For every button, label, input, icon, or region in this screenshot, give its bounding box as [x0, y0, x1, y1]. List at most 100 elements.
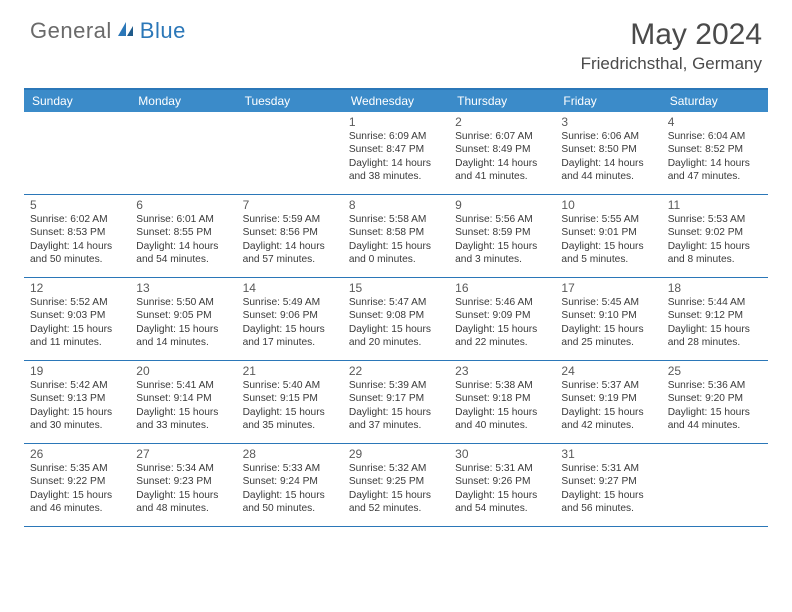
- day-cell: 5Sunrise: 6:02 AMSunset: 8:53 PMDaylight…: [24, 195, 130, 277]
- day-number: 26: [30, 447, 124, 461]
- sunset-line: Sunset: 9:12 PM: [668, 309, 762, 322]
- sunset-line: Sunset: 8:47 PM: [349, 143, 443, 156]
- sunrise-line: Sunrise: 5:37 AM: [561, 379, 655, 392]
- day-header-cell: Wednesday: [343, 90, 449, 112]
- day-cell: 18Sunrise: 5:44 AMSunset: 9:12 PMDayligh…: [662, 278, 768, 360]
- logo: General Blue: [30, 18, 186, 44]
- daylight-line-2: and 56 minutes.: [561, 502, 655, 515]
- sunrise-line: Sunrise: 5:45 AM: [561, 296, 655, 309]
- sunset-line: Sunset: 9:19 PM: [561, 392, 655, 405]
- daylight-line-2: and 52 minutes.: [349, 502, 443, 515]
- sunset-line: Sunset: 9:13 PM: [30, 392, 124, 405]
- week-row: 1Sunrise: 6:09 AMSunset: 8:47 PMDaylight…: [24, 112, 768, 195]
- day-cell: [24, 112, 130, 194]
- day-cell: 2Sunrise: 6:07 AMSunset: 8:49 PMDaylight…: [449, 112, 555, 194]
- day-number: 18: [668, 281, 762, 295]
- daylight-line-1: Daylight: 15 hours: [349, 323, 443, 336]
- day-cell: 25Sunrise: 5:36 AMSunset: 9:20 PMDayligh…: [662, 361, 768, 443]
- sunrise-line: Sunrise: 5:47 AM: [349, 296, 443, 309]
- sunset-line: Sunset: 9:05 PM: [136, 309, 230, 322]
- daylight-line-2: and 0 minutes.: [349, 253, 443, 266]
- day-cell: 14Sunrise: 5:49 AMSunset: 9:06 PMDayligh…: [237, 278, 343, 360]
- daylight-line-1: Daylight: 15 hours: [30, 406, 124, 419]
- day-number: 29: [349, 447, 443, 461]
- daylight-line-1: Daylight: 15 hours: [243, 323, 337, 336]
- day-cell: 20Sunrise: 5:41 AMSunset: 9:14 PMDayligh…: [130, 361, 236, 443]
- sunrise-line: Sunrise: 5:59 AM: [243, 213, 337, 226]
- day-header-cell: Saturday: [662, 90, 768, 112]
- day-header-cell: Tuesday: [237, 90, 343, 112]
- daylight-line-1: Daylight: 15 hours: [349, 406, 443, 419]
- daylight-line-2: and 50 minutes.: [243, 502, 337, 515]
- sunrise-line: Sunrise: 5:55 AM: [561, 213, 655, 226]
- week-row: 26Sunrise: 5:35 AMSunset: 9:22 PMDayligh…: [24, 444, 768, 527]
- sunrise-line: Sunrise: 5:40 AM: [243, 379, 337, 392]
- daylight-line-2: and 14 minutes.: [136, 336, 230, 349]
- daylight-line-2: and 33 minutes.: [136, 419, 230, 432]
- daylight-line-2: and 44 minutes.: [561, 170, 655, 183]
- day-cell: 27Sunrise: 5:34 AMSunset: 9:23 PMDayligh…: [130, 444, 236, 526]
- daylight-line-1: Daylight: 15 hours: [243, 406, 337, 419]
- daylight-line-1: Daylight: 15 hours: [561, 323, 655, 336]
- day-cell: 10Sunrise: 5:55 AMSunset: 9:01 PMDayligh…: [555, 195, 661, 277]
- day-number: 4: [668, 115, 762, 129]
- day-cell: 7Sunrise: 5:59 AMSunset: 8:56 PMDaylight…: [237, 195, 343, 277]
- daylight-line-1: Daylight: 14 hours: [561, 157, 655, 170]
- sunset-line: Sunset: 9:18 PM: [455, 392, 549, 405]
- daylight-line-2: and 38 minutes.: [349, 170, 443, 183]
- sunset-line: Sunset: 9:01 PM: [561, 226, 655, 239]
- sunrise-line: Sunrise: 5:56 AM: [455, 213, 549, 226]
- daylight-line-2: and 28 minutes.: [668, 336, 762, 349]
- sunset-line: Sunset: 9:26 PM: [455, 475, 549, 488]
- day-number: 16: [455, 281, 549, 295]
- logo-sail-icon: [116, 20, 136, 43]
- sunrise-line: Sunrise: 6:04 AM: [668, 130, 762, 143]
- sunset-line: Sunset: 9:23 PM: [136, 475, 230, 488]
- day-number: 12: [30, 281, 124, 295]
- day-number: 24: [561, 364, 655, 378]
- daylight-line-1: Daylight: 15 hours: [455, 240, 549, 253]
- sunset-line: Sunset: 9:22 PM: [30, 475, 124, 488]
- day-cell: 28Sunrise: 5:33 AMSunset: 9:24 PMDayligh…: [237, 444, 343, 526]
- sunset-line: Sunset: 9:20 PM: [668, 392, 762, 405]
- daylight-line-2: and 37 minutes.: [349, 419, 443, 432]
- sunset-line: Sunset: 9:27 PM: [561, 475, 655, 488]
- daylight-line-2: and 17 minutes.: [243, 336, 337, 349]
- sunset-line: Sunset: 8:59 PM: [455, 226, 549, 239]
- daylight-line-2: and 48 minutes.: [136, 502, 230, 515]
- daylight-line-2: and 22 minutes.: [455, 336, 549, 349]
- sunrise-line: Sunrise: 5:36 AM: [668, 379, 762, 392]
- sunset-line: Sunset: 8:53 PM: [30, 226, 124, 239]
- logo-text-blue: Blue: [140, 18, 186, 44]
- day-number: 1: [349, 115, 443, 129]
- daylight-line-1: Daylight: 15 hours: [455, 489, 549, 502]
- sunset-line: Sunset: 8:49 PM: [455, 143, 549, 156]
- title-block: May 2024 Friedrichsthal, Germany: [581, 18, 762, 74]
- sunset-line: Sunset: 8:52 PM: [668, 143, 762, 156]
- day-cell: 29Sunrise: 5:32 AMSunset: 9:25 PMDayligh…: [343, 444, 449, 526]
- day-cell: 26Sunrise: 5:35 AMSunset: 9:22 PMDayligh…: [24, 444, 130, 526]
- month-title: May 2024: [581, 18, 762, 52]
- day-header-cell: Friday: [555, 90, 661, 112]
- day-number: 14: [243, 281, 337, 295]
- daylight-line-1: Daylight: 14 hours: [136, 240, 230, 253]
- daylight-line-1: Daylight: 15 hours: [668, 323, 762, 336]
- daylight-line-2: and 44 minutes.: [668, 419, 762, 432]
- day-cell: 4Sunrise: 6:04 AMSunset: 8:52 PMDaylight…: [662, 112, 768, 194]
- daylight-line-1: Daylight: 14 hours: [349, 157, 443, 170]
- day-cell: 23Sunrise: 5:38 AMSunset: 9:18 PMDayligh…: [449, 361, 555, 443]
- sunrise-line: Sunrise: 5:52 AM: [30, 296, 124, 309]
- daylight-line-1: Daylight: 15 hours: [243, 489, 337, 502]
- sunset-line: Sunset: 9:14 PM: [136, 392, 230, 405]
- day-number: 17: [561, 281, 655, 295]
- sunset-line: Sunset: 9:10 PM: [561, 309, 655, 322]
- daylight-line-2: and 11 minutes.: [30, 336, 124, 349]
- day-cell: [662, 444, 768, 526]
- day-cell: 17Sunrise: 5:45 AMSunset: 9:10 PMDayligh…: [555, 278, 661, 360]
- sunset-line: Sunset: 9:09 PM: [455, 309, 549, 322]
- sunrise-line: Sunrise: 5:34 AM: [136, 462, 230, 475]
- daylight-line-1: Daylight: 14 hours: [455, 157, 549, 170]
- daylight-line-1: Daylight: 14 hours: [243, 240, 337, 253]
- day-number: 21: [243, 364, 337, 378]
- sunset-line: Sunset: 9:06 PM: [243, 309, 337, 322]
